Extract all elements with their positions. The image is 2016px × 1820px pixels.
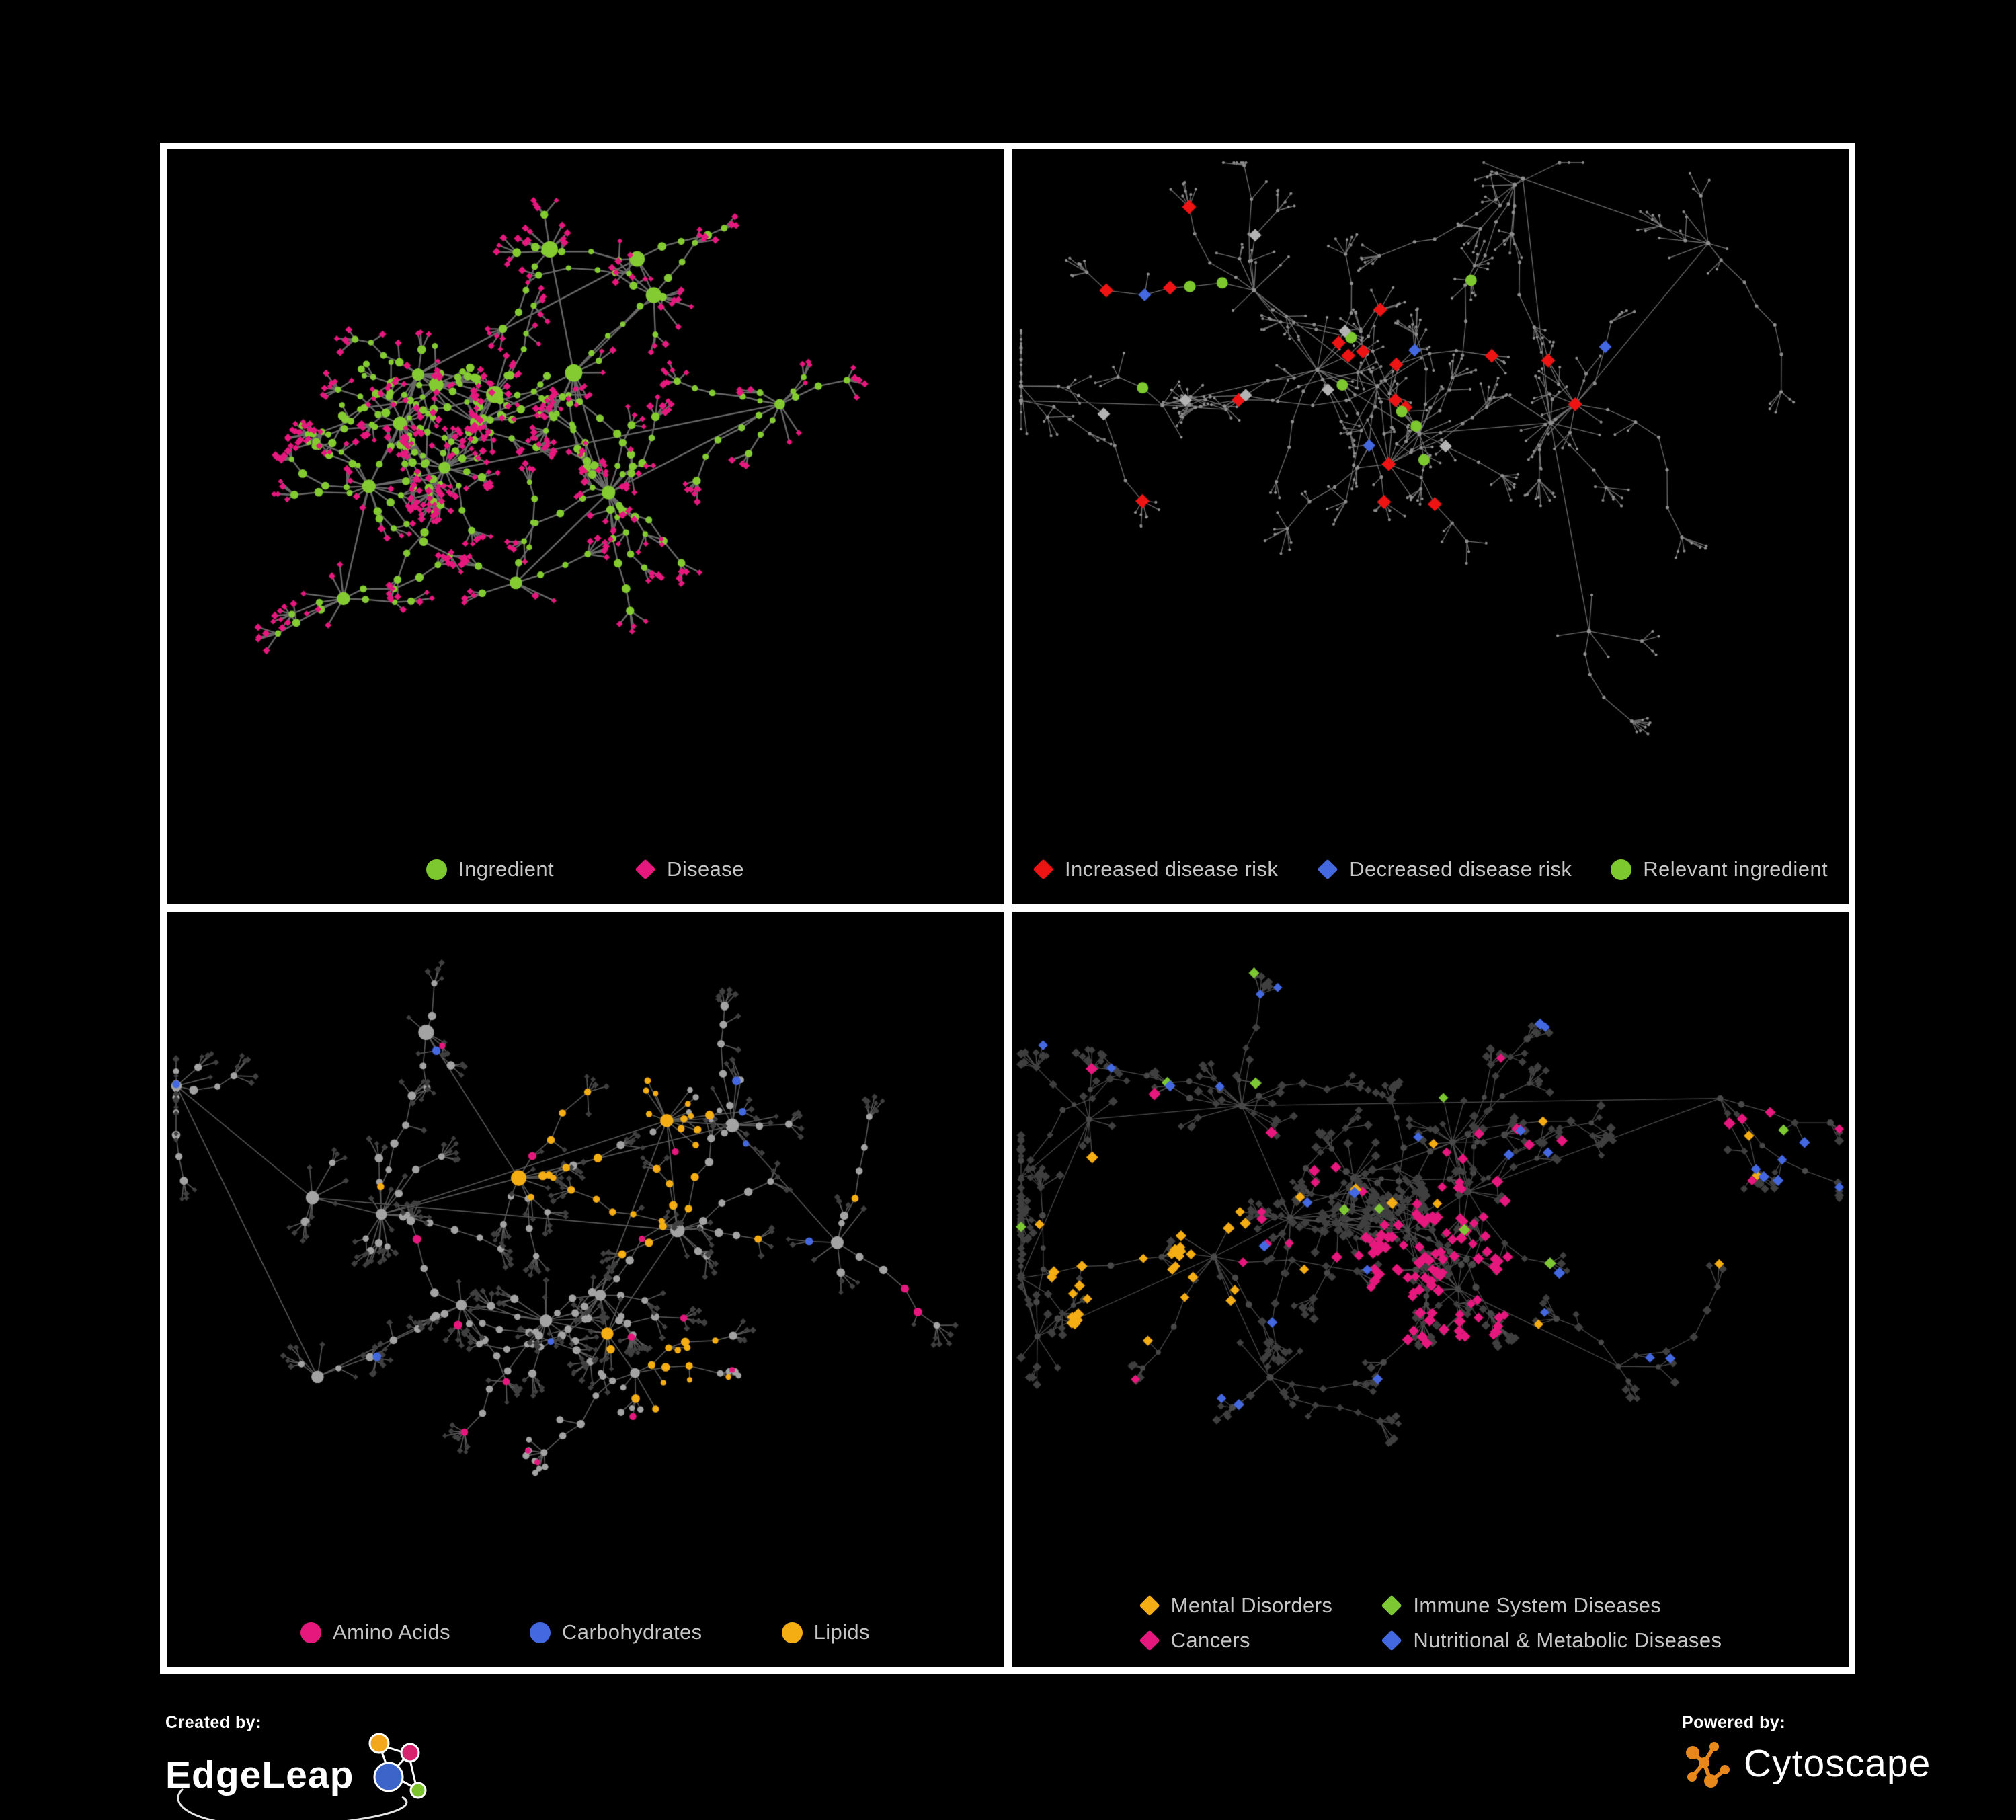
mental-disorders-diamond-icon <box>1139 1595 1160 1616</box>
legend-label: Increased disease risk <box>1065 857 1279 881</box>
edgeleap-wordmark: EdgeLeap <box>165 1753 354 1796</box>
cytoscape-credit: Powered by: Cytoscape <box>1682 1713 1931 1789</box>
edgeleap-logo: EdgeLeap <box>165 1733 488 1820</box>
legend-item-relevant-ingredient: Relevant ingredient <box>1611 857 1828 881</box>
legend-item-amino-acids: Amino Acids <box>300 1620 450 1645</box>
created-by-label: Created by: <box>165 1713 262 1732</box>
nutritional-diseases-diamond-icon <box>1381 1630 1402 1651</box>
legend-ingredient-disease: Ingredient Disease <box>167 857 1004 881</box>
panel-grid: Ingredient Disease Increased disease ris… <box>160 143 1855 1674</box>
legend-label: Immune System Diseases <box>1413 1593 1662 1617</box>
legend-disease-classes: Mental Disorders Immune System Diseases … <box>1139 1593 1722 1653</box>
cytoscape-logo: Cytoscape <box>1682 1738 1931 1789</box>
legend-label: Cancers <box>1170 1628 1250 1652</box>
cytoscape-network-icon <box>1686 1742 1730 1788</box>
legend-label: Ingredient <box>458 857 555 881</box>
edgeleap-credit: Created by: EdgeLeap <box>165 1713 488 1820</box>
legend-label: Amino Acids <box>333 1620 451 1644</box>
immune-diseases-diamond-icon <box>1381 1595 1402 1616</box>
edgeleap-network-swoosh-icon <box>177 1733 427 1820</box>
relevant-ingredient-circle-icon <box>1611 859 1632 880</box>
legend-item-immune-diseases: Immune System Diseases <box>1381 1593 1722 1618</box>
increased-risk-diamond-icon <box>1033 859 1054 880</box>
cancers-diamond-icon <box>1139 1630 1160 1651</box>
powered-by-label: Powered by: <box>1682 1713 1786 1732</box>
panel-ingredient-classes: Amino Acids Carbohydrates Lipids <box>167 912 1004 1667</box>
ingredient-circle-icon <box>426 859 448 880</box>
panel-ingredient-disease: Ingredient Disease <box>167 149 1004 904</box>
network-canvas-ingredient-disease <box>167 149 1004 904</box>
network-canvas-disease-risk <box>1012 149 1849 904</box>
cytoscape-wordmark: Cytoscape <box>1744 1742 1931 1785</box>
decreased-risk-diamond-icon <box>1317 859 1338 880</box>
legend-item-nutritional-diseases: Nutritional & Metabolic Diseases <box>1381 1628 1722 1653</box>
legend-label: Carbohydrates <box>562 1620 702 1644</box>
panel-disease-risk: Increased disease risk Decreased disease… <box>1012 149 1849 904</box>
legend-ingredient-classes: Amino Acids Carbohydrates Lipids <box>167 1620 1004 1645</box>
legend-label: Decreased disease risk <box>1349 857 1572 881</box>
network-canvas-ingredient-classes <box>167 912 1004 1667</box>
legend-label: Lipids <box>813 1620 870 1644</box>
legend-item-mental-disorders: Mental Disorders <box>1139 1593 1333 1618</box>
legend-item-carbohydrates: Carbohydrates <box>530 1620 702 1645</box>
disease-diamond-icon <box>635 859 656 880</box>
legend-item-increased-risk: Increased disease risk <box>1033 857 1278 881</box>
legend-label: Nutritional & Metabolic Diseases <box>1413 1628 1722 1652</box>
legend-item-lipids: Lipids <box>781 1620 870 1645</box>
amino-acids-circle-icon <box>300 1622 322 1643</box>
legend-item-ingredient: Ingredient <box>426 857 554 881</box>
lipids-circle-icon <box>781 1622 803 1643</box>
legend-item-decreased-risk: Decreased disease risk <box>1317 857 1572 881</box>
legend-disease-risk: Increased disease risk Decreased disease… <box>1012 857 1849 881</box>
legend-label: Disease <box>667 857 744 881</box>
legend-item-disease: Disease <box>635 857 744 881</box>
legend-item-cancers: Cancers <box>1139 1628 1333 1653</box>
network-canvas-disease-classes <box>1012 912 1849 1667</box>
legend-label: Mental Disorders <box>1170 1593 1333 1617</box>
panel-disease-classes: Mental Disorders Immune System Diseases … <box>1012 912 1849 1667</box>
legend-label: Relevant ingredient <box>1643 857 1828 881</box>
carbohydrates-circle-icon <box>530 1622 551 1643</box>
